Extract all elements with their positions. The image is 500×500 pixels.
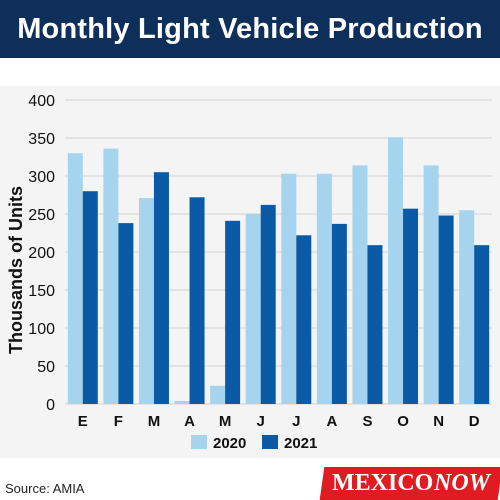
legend-swatch-2020 [191, 435, 207, 449]
bar-2021 [118, 223, 134, 404]
bar-2020 [388, 137, 404, 405]
y-axis-label: Thousands of Units [6, 186, 26, 354]
x-tick-label: S [362, 413, 372, 430]
x-tick-label: E [78, 413, 88, 430]
bar-2020 [138, 198, 154, 404]
x-tick-label: F [114, 413, 123, 430]
y-tick-label: 400 [28, 93, 55, 110]
chart-title: Monthly Light Vehicle Production [17, 12, 483, 45]
y-tick-label: 0 [46, 397, 55, 414]
bar-2020 [174, 400, 190, 404]
bar-2021 [367, 245, 383, 404]
x-tick-label: A [184, 413, 195, 430]
source-note: Source: AMIA [5, 481, 85, 496]
brand-text-main: MEXICO [332, 470, 434, 496]
brand-text-accent: NOW [433, 470, 490, 496]
x-tick-label: A [326, 413, 337, 430]
y-tick-label: 200 [28, 245, 55, 262]
y-tick-label: 300 [28, 169, 55, 186]
x-tick-label: J [257, 413, 265, 430]
x-tick-label: M [219, 413, 232, 430]
x-tick-label: O [397, 413, 409, 430]
y-tick-label: 350 [28, 131, 55, 148]
bar-2020 [210, 385, 226, 404]
x-tick-label: N [433, 413, 444, 430]
bar-2021 [260, 204, 276, 404]
bar-2021 [82, 191, 98, 404]
bar-2020 [103, 148, 119, 404]
x-tick-label: J [292, 413, 300, 430]
x-tick-label: D [469, 413, 480, 430]
title-banner: Monthly Light Vehicle Production [0, 0, 500, 58]
bar-2020 [423, 165, 439, 404]
y-tick-label: 50 [37, 359, 55, 376]
bar-2020 [67, 153, 83, 404]
bar-2021 [331, 223, 347, 404]
bar-2021 [189, 197, 205, 404]
y-tick-label: 250 [28, 207, 55, 224]
legend-label-2020: 2020 [213, 435, 246, 452]
bar-2020 [281, 173, 297, 404]
bar-2020 [459, 210, 475, 404]
bar-2020 [352, 165, 368, 404]
bar-2021 [296, 235, 312, 404]
legend-swatch-2021 [262, 435, 278, 449]
y-tick-label: 100 [28, 321, 55, 338]
bar-2020 [245, 214, 261, 404]
brand-logo: MEXICO NOW [319, 467, 500, 500]
legend-label-2021: 2021 [284, 435, 317, 452]
x-tick-label: M [148, 413, 161, 430]
bar-2021 [403, 208, 419, 404]
bar-2021 [153, 172, 169, 404]
bar-2021 [225, 220, 241, 404]
bar-2021 [438, 215, 454, 404]
bar-2021 [474, 245, 490, 404]
y-tick-label: 150 [28, 283, 55, 300]
bar-2020 [316, 173, 332, 404]
